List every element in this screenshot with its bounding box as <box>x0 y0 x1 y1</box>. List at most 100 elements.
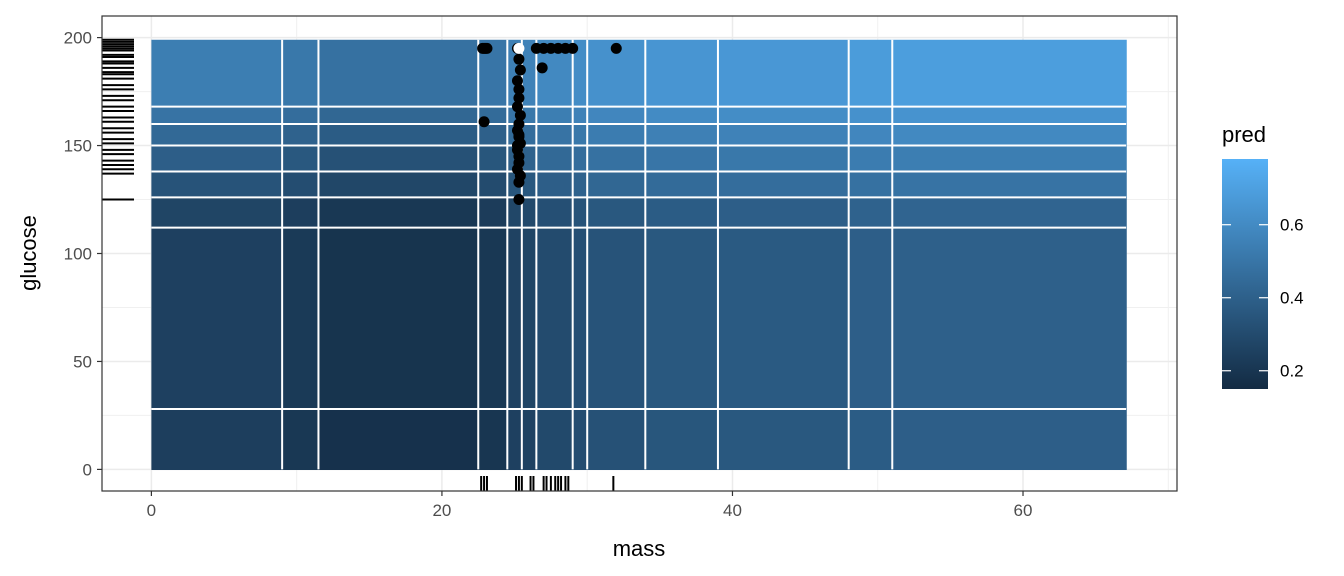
contour-lines <box>151 39 1127 470</box>
heat-cell-10-5 <box>717 123 850 147</box>
legend-ticks: 0.2 0.4 0.6 <box>1222 216 1304 381</box>
heat-cell-5-5 <box>521 123 537 147</box>
y-tick-label-2: 100 <box>64 245 92 264</box>
data-point-6 <box>514 64 526 76</box>
x-tick-label-2: 40 <box>723 501 742 520</box>
heat-cell-6-6 <box>536 106 574 125</box>
heat-cell-1-1 <box>282 227 320 410</box>
heat-cell-7-2 <box>572 197 588 229</box>
heat-cell-7-3 <box>572 171 588 198</box>
heat-cell-2-6 <box>318 106 479 125</box>
data-point-10 <box>511 101 523 113</box>
heat-cell-8-4 <box>587 145 646 173</box>
heat-cell-2-1 <box>318 227 479 410</box>
heat-cell-5-0 <box>521 408 537 471</box>
heat-cell-8-5 <box>587 123 646 147</box>
heat-cell-6-3 <box>536 171 574 198</box>
prediction-heatmap <box>151 39 1127 471</box>
heat-cell-2-4 <box>318 145 479 173</box>
heat-cell-10-7 <box>717 39 850 108</box>
heat-cell-12-0 <box>892 408 1127 471</box>
heat-cell-9-7 <box>645 39 719 108</box>
heat-cell-11-2 <box>848 197 893 229</box>
heat-cell-6-0 <box>536 408 574 471</box>
heat-cell-10-4 <box>717 145 850 173</box>
data-point-highlight <box>513 42 525 54</box>
heat-cell-8-2 <box>587 197 646 229</box>
heat-cell-6-2 <box>536 197 574 229</box>
heat-cell-9-3 <box>645 171 719 198</box>
data-point-23 <box>513 129 525 141</box>
heat-cell-8-3 <box>587 171 646 198</box>
heat-cell-8-0 <box>587 408 646 471</box>
heat-cell-10-6 <box>717 106 850 125</box>
heat-cell-2-5 <box>318 123 479 147</box>
legend-colorbar <box>1222 159 1268 389</box>
heat-cell-9-6 <box>645 106 719 125</box>
heat-cell-3-4 <box>478 145 508 173</box>
heat-cell-7-7 <box>572 39 588 108</box>
heat-cell-11-6 <box>848 106 893 125</box>
heat-cell-3-3 <box>478 171 508 198</box>
heat-cell-2-3 <box>318 171 479 198</box>
data-point-3 <box>481 42 493 54</box>
heat-cell-6-5 <box>536 123 574 147</box>
rug-y <box>102 38 134 201</box>
heat-cell-0-4 <box>151 145 283 173</box>
x-axis-title: mass <box>613 536 666 561</box>
panel <box>101 15 1178 492</box>
heat-cell-7-0 <box>572 408 588 471</box>
heat-cell-1-0 <box>282 408 320 471</box>
data-point-30 <box>567 42 579 54</box>
heat-cell-5-2 <box>521 197 537 229</box>
heat-cell-1-7 <box>282 39 320 108</box>
heat-cell-8-1 <box>587 227 646 410</box>
data-point-33 <box>478 116 490 128</box>
y-axis-ticks: 0 50 100 150 200 <box>64 29 102 479</box>
heat-cell-12-5 <box>892 123 1127 147</box>
data-points <box>477 42 622 206</box>
heat-cell-12-4 <box>892 145 1127 173</box>
y-tick-label-1: 50 <box>73 352 92 371</box>
heat-cell-9-2 <box>645 197 719 229</box>
heat-cell-5-3 <box>521 171 537 198</box>
heat-cell-0-3 <box>151 171 283 198</box>
data-point-5 <box>513 53 525 65</box>
y-tick-label-4: 200 <box>64 29 92 48</box>
heat-cell-1-6 <box>282 106 320 125</box>
legend: pred 0.2 0.4 0.6 <box>1222 122 1304 389</box>
heat-cell-10-3 <box>717 171 850 198</box>
heat-cell-7-4 <box>572 145 588 173</box>
legend-tick-label-2: 0.6 <box>1280 216 1304 235</box>
legend-tick-label-1: 0.4 <box>1280 289 1304 308</box>
heat-cell-2-0 <box>318 408 479 471</box>
heat-cell-4-0 <box>507 408 523 471</box>
heat-cell-9-1 <box>645 227 719 410</box>
heat-cell-10-1 <box>717 227 850 410</box>
heat-cell-12-2 <box>892 197 1127 229</box>
legend-title: pred <box>1222 122 1266 147</box>
data-point-8 <box>513 83 525 95</box>
y-tick-label-0: 0 <box>83 460 92 479</box>
heat-cell-4-2 <box>507 197 523 229</box>
heat-cell-7-1 <box>572 227 588 410</box>
heat-cell-2-7 <box>318 39 479 108</box>
heat-cell-3-1 <box>478 227 508 410</box>
heat-cell-5-7 <box>521 39 537 108</box>
heat-cell-9-4 <box>645 145 719 173</box>
data-point-31 <box>610 42 622 54</box>
heat-cell-11-7 <box>848 39 893 108</box>
heat-cell-1-4 <box>282 145 320 173</box>
heat-cell-11-3 <box>848 171 893 198</box>
rug-x <box>480 476 615 491</box>
heat-cell-6-1 <box>536 227 574 410</box>
data-point-32 <box>536 62 548 74</box>
heat-cell-5-1 <box>521 227 537 410</box>
x-tick-label-0: 0 <box>147 501 156 520</box>
y-axis-title: glucose <box>16 215 41 291</box>
heat-cell-11-4 <box>848 145 893 173</box>
heat-cell-4-1 <box>507 227 523 410</box>
data-point-22 <box>511 140 523 152</box>
heat-cell-3-2 <box>478 197 508 229</box>
